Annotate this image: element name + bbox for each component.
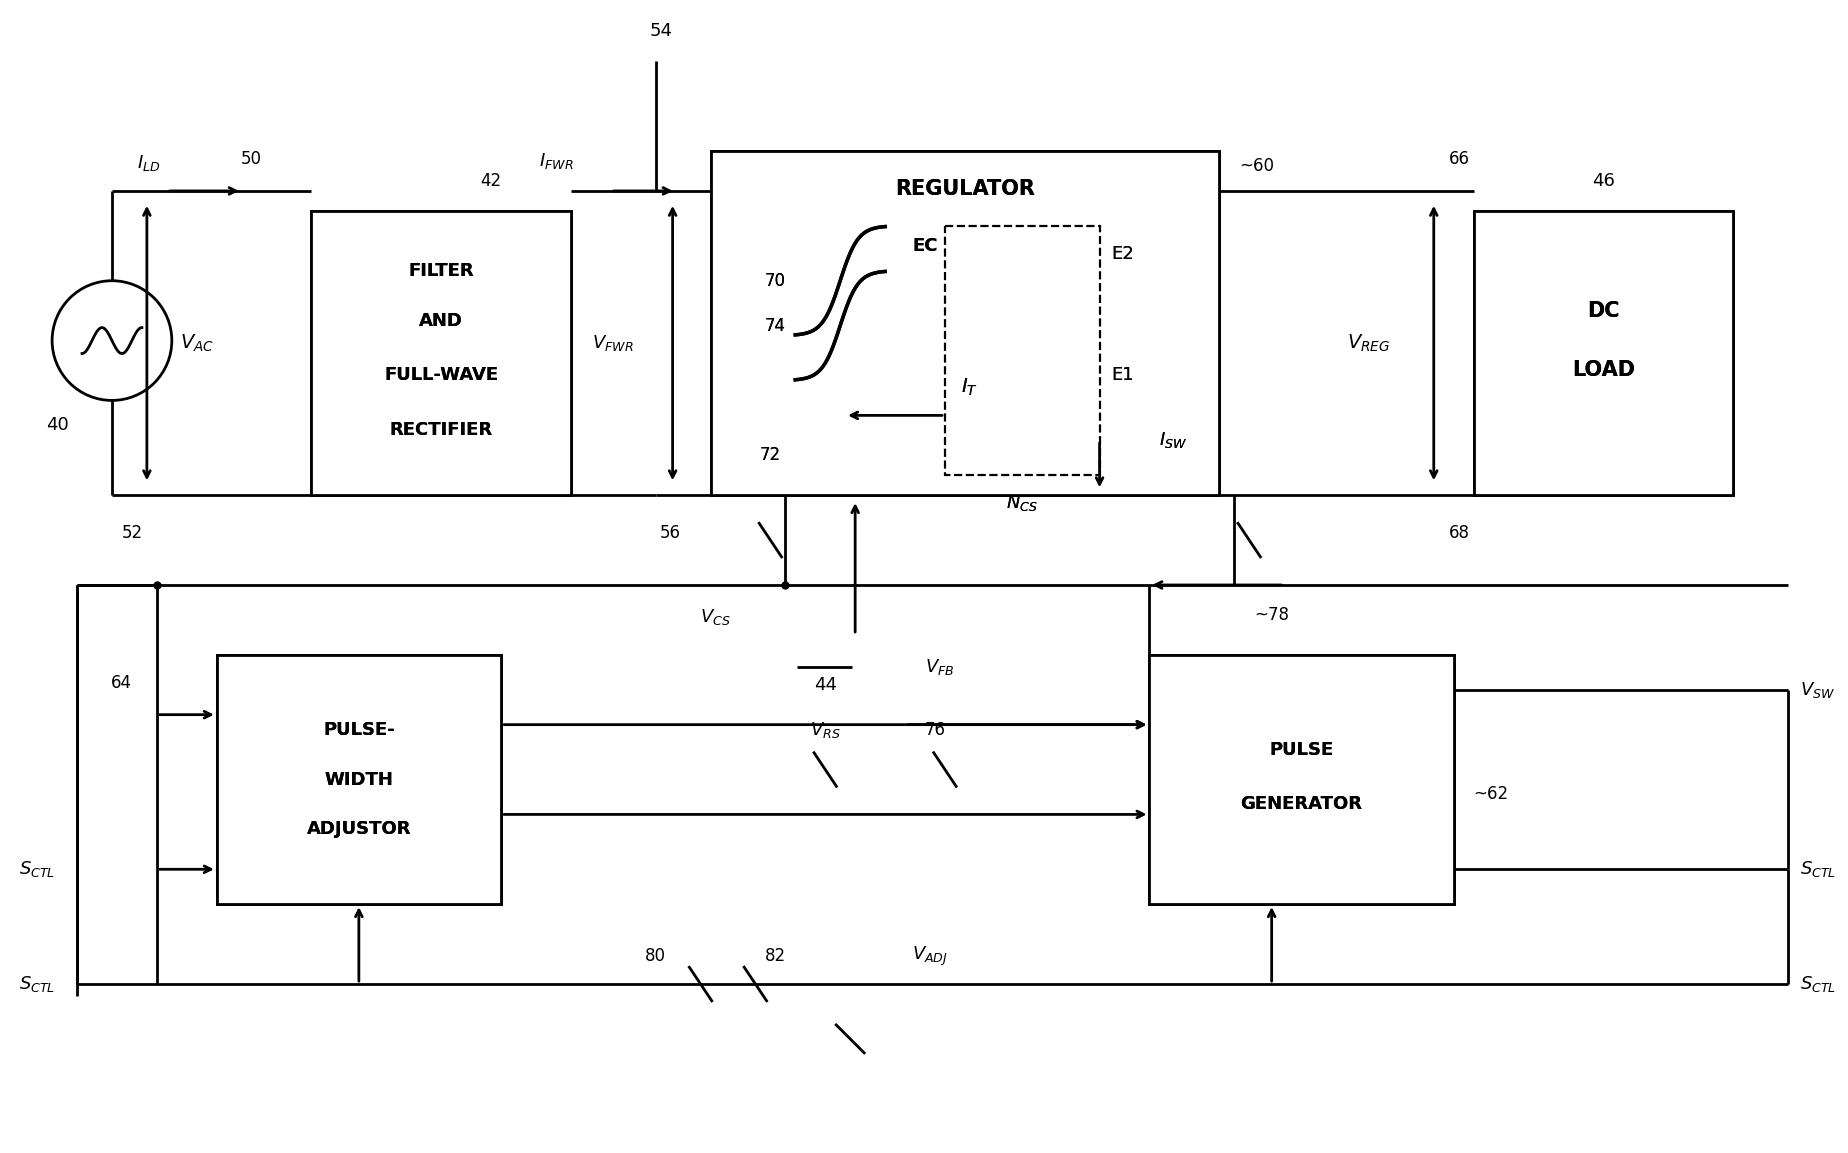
Text: $V_{AC}$: $V_{AC}$ (179, 332, 214, 354)
Text: 74: 74 (763, 317, 785, 334)
Text: 76: 76 (924, 721, 946, 739)
Text: ~60: ~60 (1238, 157, 1273, 175)
Text: WIDTH: WIDTH (323, 770, 394, 789)
Text: FULL-WAVE: FULL-WAVE (384, 367, 497, 384)
Text: $S_{CTL}$: $S_{CTL}$ (1798, 859, 1835, 880)
Text: ~78: ~78 (1253, 606, 1288, 624)
Text: E1: E1 (1111, 367, 1133, 384)
Text: 80: 80 (645, 947, 665, 965)
Text: ADJUSTOR: ADJUSTOR (307, 821, 410, 838)
Text: 82: 82 (765, 947, 785, 965)
Bar (216, 655, 501, 904)
Text: FILTER: FILTER (408, 262, 473, 280)
Text: 54: 54 (649, 22, 673, 40)
Text: FULL-WAVE: FULL-WAVE (384, 367, 497, 384)
Text: GENERATOR: GENERATOR (1240, 796, 1362, 814)
Text: $I_T$: $I_T$ (961, 377, 978, 398)
Text: REGULATOR: REGULATOR (894, 179, 1035, 199)
Bar (710, 151, 1218, 495)
Text: ~62: ~62 (1473, 785, 1508, 804)
Text: 72: 72 (760, 446, 780, 465)
Bar (1149, 655, 1453, 904)
Text: 64: 64 (111, 673, 131, 692)
Text: $V_{FB}$: $V_{FB}$ (924, 657, 954, 677)
Text: $I_{FWR}$: $I_{FWR}$ (538, 151, 573, 171)
Text: 46: 46 (1591, 172, 1613, 190)
Text: EC: EC (911, 236, 937, 255)
Text: 68: 68 (1449, 525, 1469, 542)
Text: 70: 70 (763, 272, 785, 289)
Text: $V_{CS}$: $V_{CS}$ (700, 606, 730, 627)
Text: 56: 56 (660, 525, 680, 542)
Text: EC: EC (911, 236, 937, 255)
Text: $S_{CTL}$: $S_{CTL}$ (1798, 974, 1835, 994)
Text: DC: DC (1586, 301, 1619, 321)
Text: 50: 50 (240, 150, 262, 168)
Text: 72: 72 (760, 446, 780, 465)
Text: $I_{SW}$: $I_{SW}$ (1159, 430, 1186, 451)
Text: GENERATOR: GENERATOR (1240, 796, 1362, 814)
Text: 42: 42 (480, 172, 501, 190)
Text: LOAD: LOAD (1571, 361, 1634, 380)
Text: E1: E1 (1111, 367, 1133, 384)
Text: $S_{CTL}$: $S_{CTL}$ (18, 859, 55, 880)
Text: AND: AND (419, 311, 462, 330)
Text: 66: 66 (1449, 150, 1469, 168)
Text: $V_{ADJ}$: $V_{ADJ}$ (911, 944, 948, 967)
Text: $V_{RS}$: $V_{RS}$ (809, 719, 841, 739)
Text: $V_{SW}$: $V_{SW}$ (1798, 680, 1833, 700)
Text: E2: E2 (1111, 244, 1133, 263)
Bar (1473, 211, 1732, 495)
Text: RECTIFIER: RECTIFIER (390, 421, 492, 439)
Text: $I_{SW}$: $I_{SW}$ (1159, 430, 1186, 451)
Text: $N_{CS}$: $N_{CS}$ (1005, 493, 1037, 513)
Bar (310, 211, 571, 495)
Bar (710, 151, 1218, 495)
Bar (1149, 655, 1453, 904)
Text: 52: 52 (122, 525, 142, 542)
Text: DC: DC (1586, 301, 1619, 321)
Text: 44: 44 (813, 676, 837, 694)
Text: 74: 74 (763, 317, 785, 334)
Text: PULSE-: PULSE- (323, 721, 394, 739)
Text: 70: 70 (763, 272, 785, 289)
Text: ADJUSTOR: ADJUSTOR (307, 821, 410, 838)
Text: 40: 40 (46, 416, 68, 435)
Text: RECTIFIER: RECTIFIER (390, 421, 492, 439)
Text: AND: AND (419, 311, 462, 330)
Text: E2: E2 (1111, 244, 1133, 263)
Text: $S_{CTL}$: $S_{CTL}$ (18, 974, 55, 994)
Bar (1473, 211, 1732, 495)
Text: LOAD: LOAD (1571, 361, 1634, 380)
Bar (944, 226, 1100, 475)
Text: FILTER: FILTER (408, 262, 473, 280)
Text: $V_{FWR}$: $V_{FWR}$ (591, 333, 634, 353)
Text: REGULATOR: REGULATOR (894, 179, 1035, 199)
Text: $V_{REG}$: $V_{REG}$ (1347, 332, 1390, 354)
Text: $I_{LD}$: $I_{LD}$ (137, 153, 161, 173)
Text: WIDTH: WIDTH (323, 770, 394, 789)
Bar (216, 655, 501, 904)
Text: $N_{CS}$: $N_{CS}$ (1005, 493, 1037, 513)
Text: PULSE: PULSE (1270, 740, 1332, 759)
Text: $I_T$: $I_T$ (961, 377, 978, 398)
Bar (944, 226, 1100, 475)
Bar (310, 211, 571, 495)
Text: PULSE-: PULSE- (323, 721, 394, 739)
Text: PULSE: PULSE (1270, 740, 1332, 759)
